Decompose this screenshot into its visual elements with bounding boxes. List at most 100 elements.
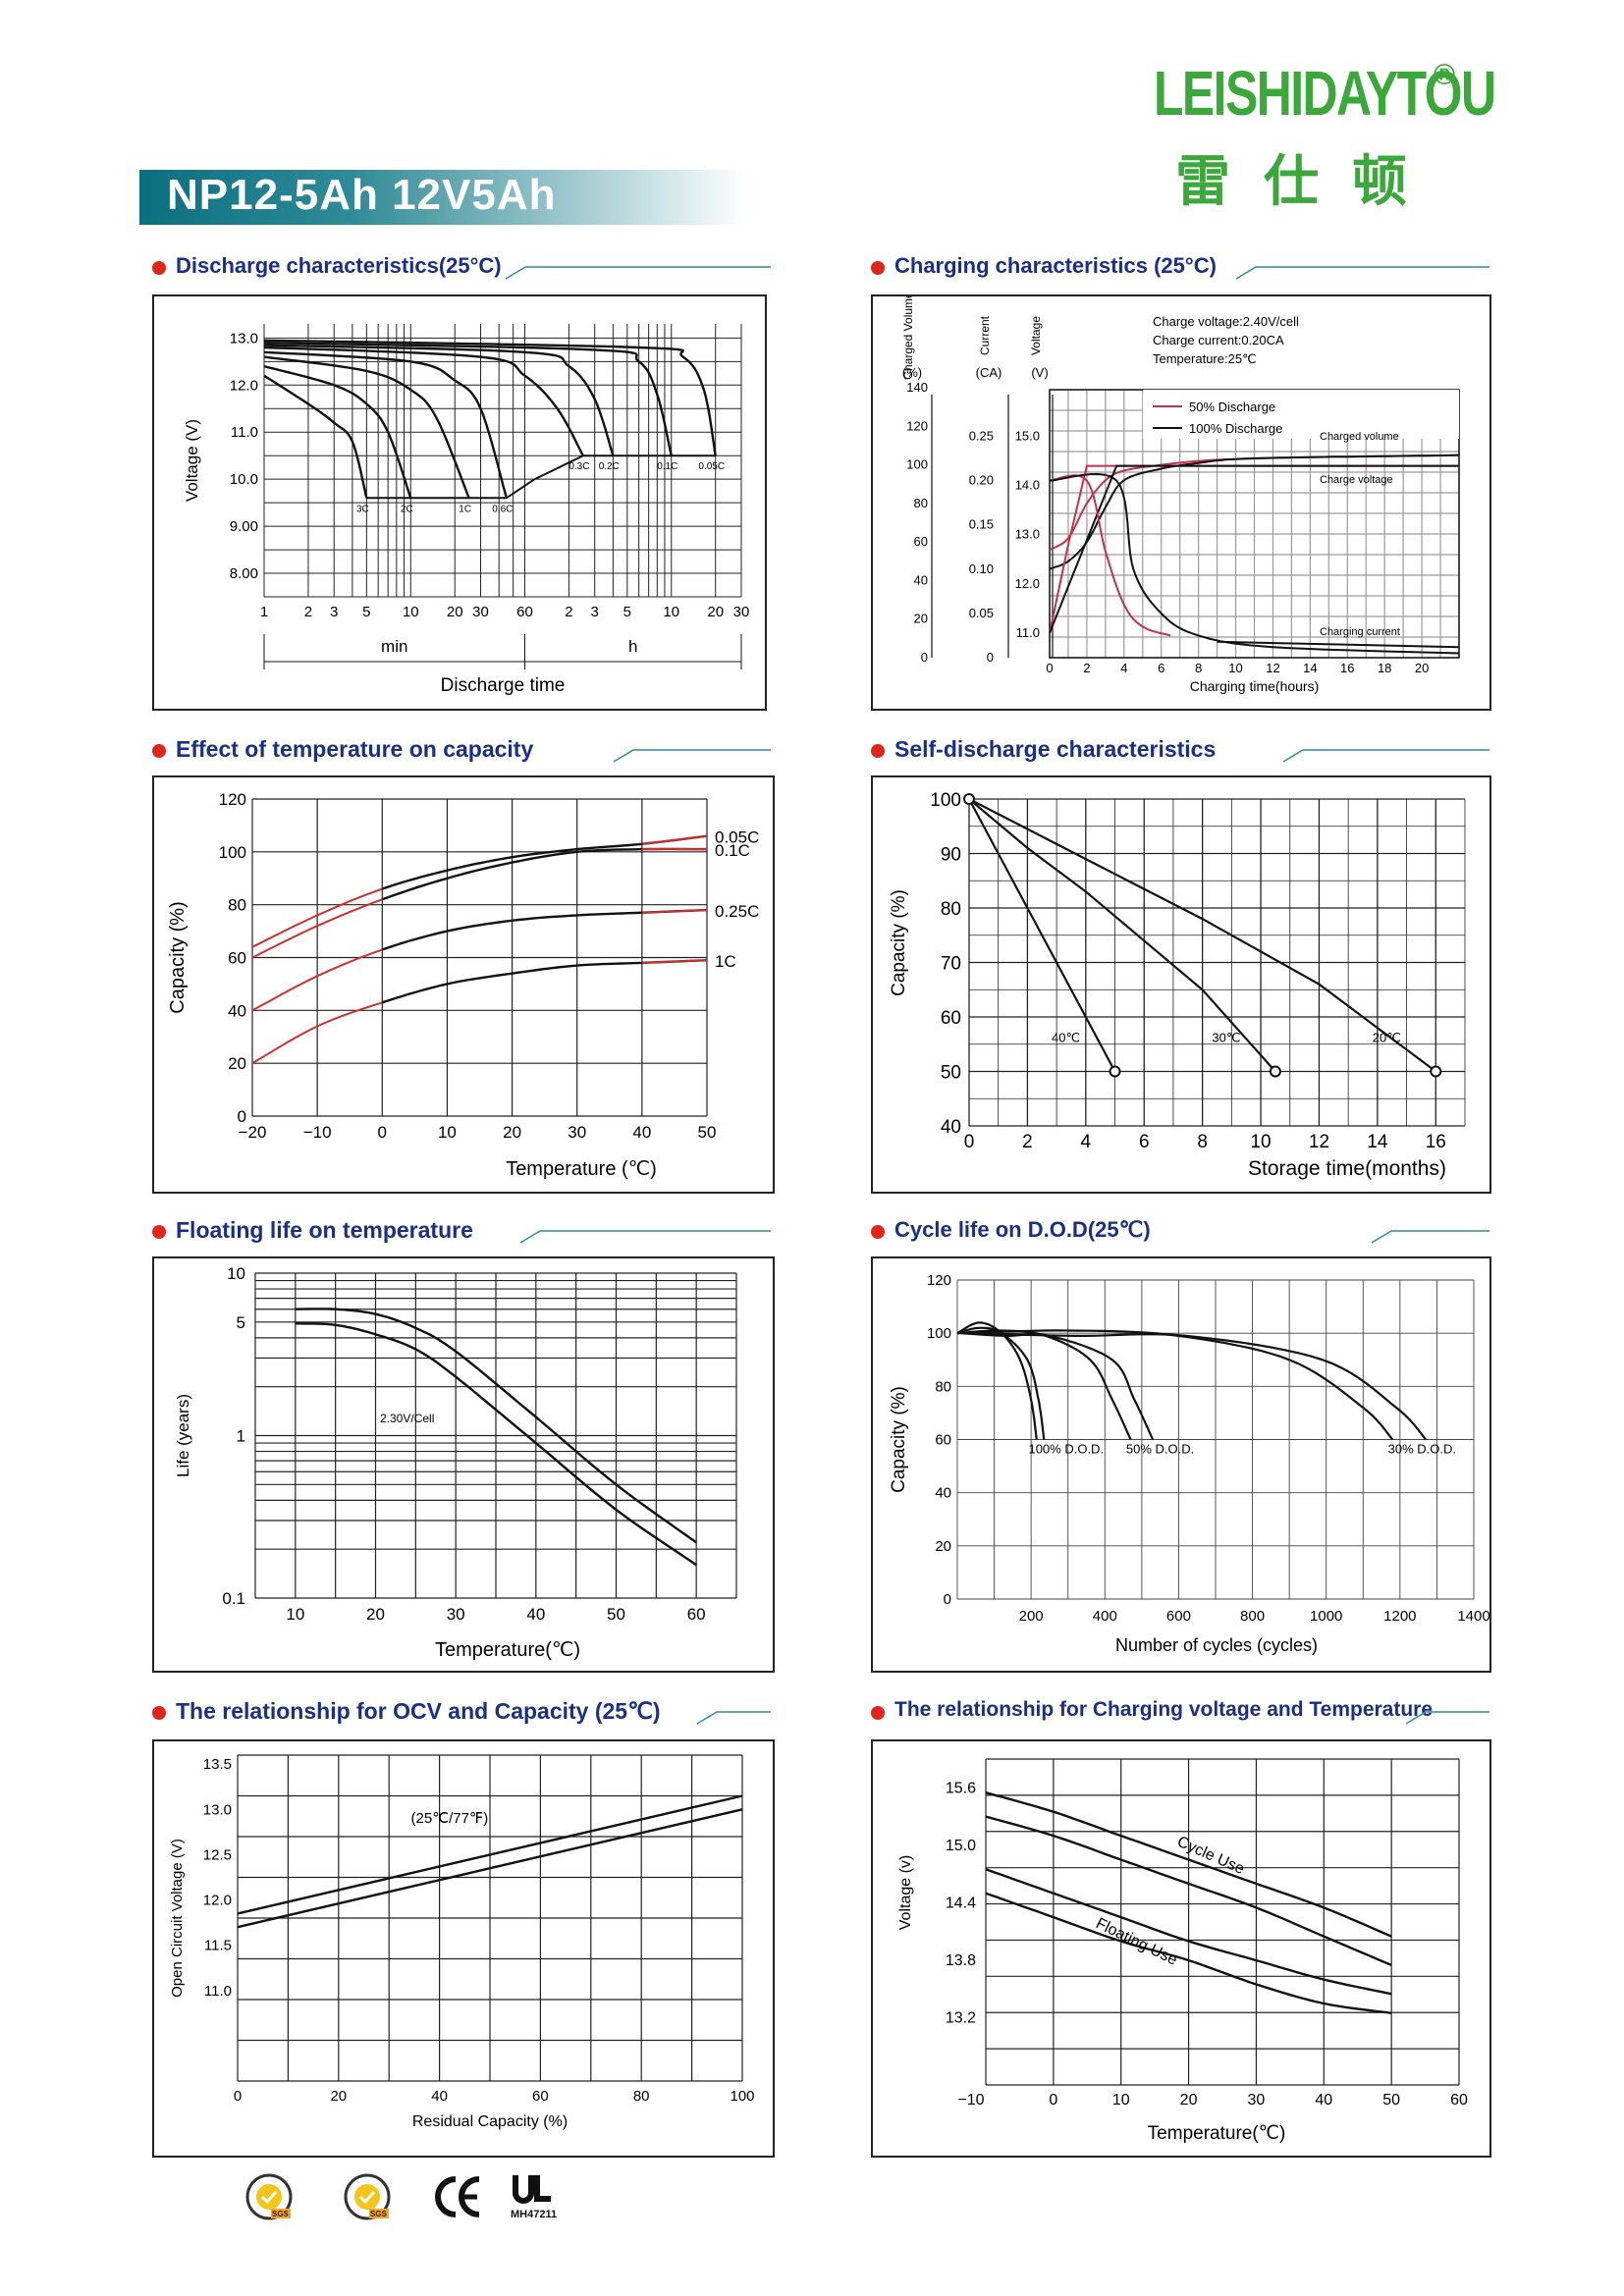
series-line <box>263 344 615 456</box>
x-tick-label: 20 <box>503 1123 521 1142</box>
x-tick-label: 60 <box>532 2088 549 2105</box>
x-tick-label: 0 <box>378 1123 387 1142</box>
x-tick-label: 60 <box>1450 2092 1468 2109</box>
x-tick-label: 10 <box>286 1605 304 1624</box>
annotation: (25℃/77℉) <box>411 1810 489 1827</box>
x-tick-label: 4 <box>1081 1132 1092 1152</box>
x-axis-label: Temperature(℃) <box>435 1639 580 1661</box>
x-tick-label: 4 <box>1120 661 1127 675</box>
series-line <box>263 374 368 499</box>
legend-box <box>1143 390 1459 439</box>
series-line-cold <box>251 887 383 948</box>
y-tick-label: 0 <box>987 650 994 665</box>
y-tick-label: 13.0 <box>230 330 258 347</box>
section-title: Self-discharge characteristics <box>894 736 1217 762</box>
y-tick-label: 14.0 <box>1015 478 1040 493</box>
y-tick-label: 12.5 <box>203 1846 232 1863</box>
x-tick-label: 50 <box>1382 2092 1400 2109</box>
x-tick-label: 2 <box>1022 1132 1033 1152</box>
y-tick-label: 5 <box>237 1313 245 1332</box>
endpoint-marker <box>1109 1065 1121 1078</box>
series-line <box>263 339 717 456</box>
y-axis-label: Capacity (%) <box>889 1386 909 1493</box>
x-tick-label: 16 <box>1426 1132 1446 1152</box>
x-tick-label: 10 <box>403 604 419 620</box>
x-tick-label: 20 <box>1180 2092 1198 2109</box>
y-tick-label: 60 <box>914 534 928 549</box>
y-tick-label: 20 <box>914 612 928 626</box>
y-tick-label: 20 <box>935 1538 951 1555</box>
y-axis-label: Capacity (%) <box>167 901 189 1013</box>
series-line <box>956 1326 1046 1440</box>
series-label: 0.2C <box>599 461 620 472</box>
bullet-icon <box>152 744 166 758</box>
x-tick-label: 0 <box>1046 661 1053 675</box>
y-tick-label: 40 <box>941 1117 961 1138</box>
x-tick-label: 1 <box>260 604 268 620</box>
chart-cycle: 200 400 600 800 1000 1200 1400 120 100 80 60 40 20 0 C… <box>871 1256 1491 1673</box>
series-label: 30℃ <box>1212 1031 1240 1045</box>
x-axis-label: Residual Capacity (%) <box>412 2113 568 2130</box>
section-title: Effect of temperature on capacity <box>176 736 534 762</box>
chart-temp-capacity: −20 −10 0 10 20 30 40 50 120 100 80 60 40 20 0 Capacity… <box>152 775 775 1194</box>
series-line <box>381 834 708 890</box>
x-tick-label: 600 <box>1166 1608 1191 1625</box>
chart-note: Charge current:0.20CA <box>1153 333 1284 347</box>
series-line-warm <box>641 959 708 964</box>
annotation: 2.30V/Cell <box>380 1412 434 1425</box>
x-tick-label: 60 <box>687 1605 706 1624</box>
section-header-floating: Floating life on temperature <box>152 1214 771 1254</box>
x-tick-label: 12 <box>1309 1132 1329 1152</box>
series-line <box>237 1808 743 1929</box>
x-tick-label: 20 <box>447 604 463 620</box>
series-line <box>964 1332 1428 1441</box>
x-tick-label: 40 <box>526 1605 545 1624</box>
x-tick-label: 2 <box>304 604 312 620</box>
series-line <box>1049 464 1459 634</box>
series-label: 0.1C <box>715 841 750 860</box>
ul-mark-icon <box>513 2175 551 2204</box>
y-tick-label: 0 <box>238 1107 246 1126</box>
series-line <box>263 364 412 499</box>
y-tick-label: 140 <box>906 380 928 395</box>
x-tick-label: 6 <box>1139 1132 1150 1152</box>
series-label: 1C <box>715 952 736 971</box>
series-label: 20℃ <box>1373 1031 1401 1045</box>
y-tick-label: 50 <box>941 1063 961 1084</box>
axis-title: Current <box>978 315 992 355</box>
y-tick-label: 10.0 <box>230 471 258 488</box>
series-line <box>968 798 1116 1073</box>
axis-unit: (V) <box>1031 365 1048 380</box>
x-tick-label: 0 <box>1049 2092 1057 2109</box>
ce-mark-icon <box>435 2176 480 2217</box>
curve-label: Charged volume <box>1320 431 1399 443</box>
x-tick-label: 2 <box>1083 661 1090 675</box>
section-title: The relationship for Charging voltage an… <box>894 1698 1434 1721</box>
series-label: 3C <box>356 504 369 514</box>
y-axis-label: Open Circuit Voltage (V) <box>169 1839 186 1998</box>
y-tick-label: 14.4 <box>946 1895 976 1911</box>
y-tick-label: 120 <box>927 1272 951 1289</box>
series-label: 100% D.O.D. <box>1028 1442 1104 1457</box>
y-tick-label: 0.25 <box>969 429 994 444</box>
series-line-cold <box>251 1001 383 1065</box>
bullet-icon <box>871 1225 885 1239</box>
series-line <box>985 1815 1392 1967</box>
x-tick-label: 20 <box>707 604 724 620</box>
curve-label: Charging current <box>1320 626 1400 638</box>
series-label: 2C <box>401 504 413 514</box>
bullet-icon <box>871 744 885 758</box>
x-tick-label: 8 <box>1197 1132 1208 1152</box>
y-tick-label: 13.0 <box>203 1801 232 1818</box>
axis-title: Voltage <box>1029 316 1043 355</box>
y-tick-label: 80 <box>941 899 961 920</box>
x-tick-label: 10 <box>663 604 679 620</box>
section-header-self-discharge: Self-discharge characteristics <box>871 733 1489 773</box>
x-tick-label: 14 <box>1367 1132 1388 1152</box>
x-tick-label: 18 <box>1378 661 1391 675</box>
chart-note: Charge voltage:2.40V/cell <box>1153 314 1299 329</box>
series-line <box>237 1794 743 1915</box>
x-tick-label: 60 <box>516 604 533 620</box>
y-tick-label: 15.0 <box>946 1838 976 1854</box>
registered-mark: ® <box>1434 59 1456 91</box>
